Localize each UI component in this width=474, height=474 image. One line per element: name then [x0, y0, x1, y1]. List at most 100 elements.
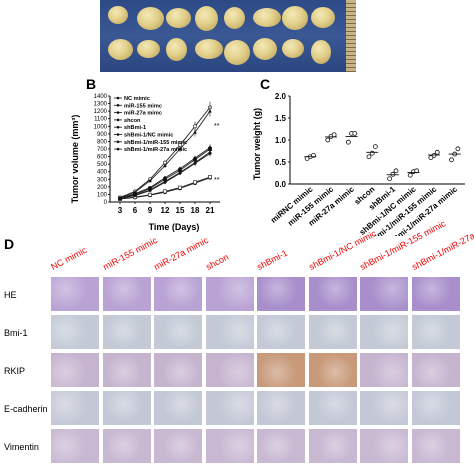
panelD-row-label: Bmi-1	[4, 328, 28, 338]
chartC-y-tick-label: 1.0	[275, 136, 287, 145]
chartB-x-tick-label: 6	[133, 206, 138, 215]
chartB-y-tick-label: 1100	[94, 117, 108, 123]
panelD-micrograph	[359, 276, 409, 312]
tumor-sample	[311, 7, 335, 28]
chartB-point	[208, 175, 212, 179]
chartB-point	[208, 109, 212, 113]
panelD-micrograph	[204, 352, 255, 388]
chartB-point	[193, 130, 197, 134]
chartC-point	[345, 139, 351, 145]
panelD-micrograph	[256, 390, 306, 426]
chartB-x-tick-label: 3	[118, 206, 123, 215]
chartB-point	[163, 175, 167, 180]
chartB-x-tick-label: 12	[161, 206, 170, 215]
chartB-legend-label: shBmi-1/miR-27a mimic	[124, 147, 187, 153]
panel-label-d: D	[4, 236, 15, 252]
panelD-micrograph	[153, 314, 203, 350]
panelD-micrograph	[410, 314, 461, 350]
panelD-micrograph	[101, 352, 152, 388]
panelD-column-header: miR-155 mimic	[100, 234, 159, 272]
panelD-row-label: HE	[4, 290, 17, 300]
chartB-x-tick-label: 15	[176, 206, 185, 215]
chartC-point	[393, 168, 399, 174]
chartB-point	[163, 163, 167, 168]
chartB-legend-label: shcon	[124, 118, 141, 124]
chartC-point	[369, 150, 375, 156]
chartC-point	[455, 146, 461, 152]
chartB-y-tick-label: 500	[97, 162, 108, 168]
chartB-point	[193, 180, 197, 185]
panelD-micrograph	[153, 428, 203, 464]
panelD-micrograph	[307, 428, 358, 464]
panelD-micrograph	[50, 390, 100, 426]
chartB-legend-marker	[116, 104, 120, 107]
chartB-x-axis-label: Time (Days)	[149, 222, 200, 232]
panelD-column-header: shBmi-1	[255, 247, 290, 272]
chartC-y-axis-label: Tumor weight (g)	[252, 108, 262, 180]
chartC-y-tick-label: 1.5	[275, 114, 287, 123]
tumor-sample	[253, 8, 281, 27]
chartB-legend-label: shBmi-1/NC mimic	[124, 133, 173, 139]
ruler	[346, 0, 356, 72]
chartB-legend-marker	[116, 96, 120, 100]
chartB-y-tick-label: 1300	[94, 102, 108, 108]
chartB-legend-label: shBmi-1/miR-155 mimic	[124, 140, 187, 146]
chartB-y-tick-label: 300	[97, 177, 108, 183]
chartB-y-tick-label: 1000	[94, 124, 108, 130]
panelD-row-label: Vimentin	[4, 442, 39, 452]
panelD-micrograph	[204, 314, 255, 350]
chartC-point	[434, 149, 440, 155]
chartB-point	[193, 161, 197, 166]
tumor-sample	[108, 6, 128, 24]
chartB-significance-top: **	[214, 123, 220, 130]
chartB-significance-bottom: **	[214, 177, 220, 184]
tumor-sample	[282, 39, 304, 58]
panelD-micrograph	[359, 390, 409, 426]
chartB-y-tick-label: 400	[97, 170, 108, 176]
chartB-legend-label: shBmi-1	[124, 125, 146, 131]
chartB-point	[133, 193, 137, 198]
chartB-y-tick-label: 900	[97, 132, 108, 138]
chartB-point	[178, 166, 182, 171]
chartC-point	[428, 155, 434, 160]
panelD-micrograph	[307, 352, 358, 388]
tumor-sample	[166, 8, 191, 28]
chartB-point	[148, 185, 152, 190]
chartB-y-tick-label: 0	[104, 200, 108, 206]
chartC-point	[366, 154, 372, 160]
tumor-sample	[195, 6, 218, 31]
chartB-legend-marker	[116, 147, 120, 151]
panelD-row-label: RKIP	[4, 366, 26, 376]
chartB-point	[118, 196, 122, 201]
chartB-point	[193, 156, 197, 161]
chartB-y-tick-label: 600	[97, 155, 108, 161]
tumor-sample	[137, 40, 160, 58]
chartB-y-tick-label: 800	[97, 139, 108, 145]
chartB-legend-label: miR-155 mimc	[124, 103, 162, 109]
panelD-micrograph	[307, 276, 358, 312]
panelD-micrograph	[101, 428, 152, 464]
chartC-y-tick-label: 0.0	[275, 180, 287, 189]
panelD-micrograph	[307, 314, 358, 350]
panelD-micrograph	[204, 390, 255, 426]
chartC-point	[407, 172, 413, 178]
chartB-point	[178, 171, 182, 176]
panelD-micrograph	[153, 352, 203, 388]
panelD-micrograph	[359, 352, 409, 388]
chartB-legend-label: NC mimic	[124, 96, 150, 102]
chartB-point	[208, 151, 212, 156]
chartB-y-tick-label: 200	[97, 185, 108, 191]
chartB-y-tick-label: 700	[97, 147, 108, 153]
chartB-point	[163, 180, 167, 185]
panelD-micrograph	[256, 276, 306, 312]
panel-label-c: C	[260, 76, 271, 92]
chartC-point	[352, 131, 358, 136]
tumor-sample	[166, 38, 187, 61]
tumor-sample	[282, 6, 308, 30]
panelD-micrograph	[359, 428, 409, 464]
chartC-point	[387, 176, 393, 182]
chartB-x-tick-label: 21	[206, 206, 215, 215]
chartC-point	[331, 132, 337, 138]
